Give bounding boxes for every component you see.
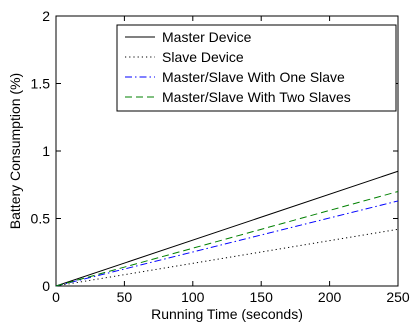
x-axis-title: Running Time (seconds) bbox=[151, 306, 303, 322]
x-tick-label: 100 bbox=[181, 289, 205, 305]
x-tick-label: 50 bbox=[117, 289, 133, 305]
y-tick-label: 0 bbox=[42, 278, 50, 294]
series-line bbox=[55, 191, 399, 287]
legend-label: Master/Slave With Two Slaves bbox=[162, 89, 351, 105]
legend-label: Master Device bbox=[162, 29, 252, 45]
legend-label: Slave Device bbox=[162, 49, 244, 65]
x-tick-label: 150 bbox=[250, 289, 274, 305]
y-axis-title: Battery Consumption (%) bbox=[7, 73, 23, 229]
y-tick-label: 0.5 bbox=[31, 211, 51, 227]
series-line bbox=[55, 200, 399, 287]
legend-label: Master/Slave With One Slave bbox=[162, 69, 345, 85]
x-tick-label: 0 bbox=[52, 289, 60, 305]
y-tick-label: 1 bbox=[42, 143, 50, 159]
series-line bbox=[55, 170, 399, 287]
x-tick-label: 250 bbox=[386, 289, 410, 305]
y-tick-label: 2 bbox=[42, 8, 50, 24]
y-tick-label: 1.5 bbox=[31, 76, 51, 92]
x-tick-label: 200 bbox=[318, 289, 342, 305]
series-line bbox=[55, 228, 399, 287]
legend-box bbox=[116, 24, 397, 112]
